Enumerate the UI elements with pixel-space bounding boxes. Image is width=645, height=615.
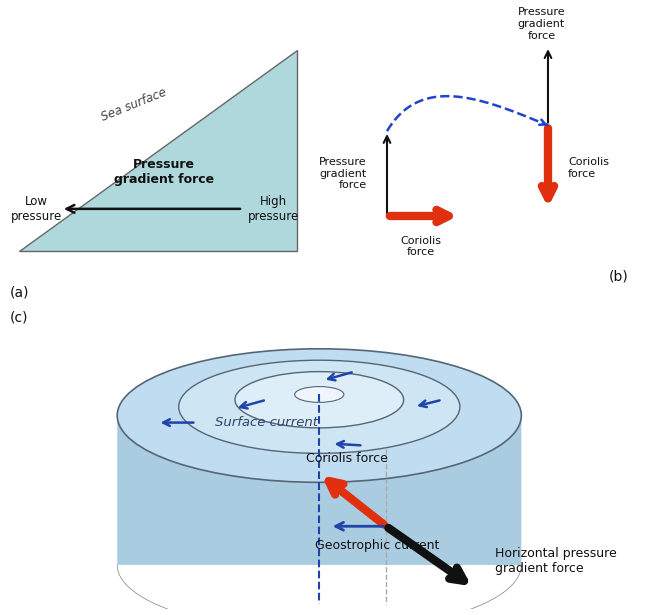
Text: Coriolis
force: Coriolis force [568, 157, 609, 179]
Ellipse shape [295, 387, 344, 402]
Text: (c): (c) [10, 311, 28, 325]
Text: High
pressure: High pressure [248, 195, 299, 223]
Text: (a): (a) [10, 286, 29, 300]
Text: Pressure
gradient force: Pressure gradient force [114, 158, 214, 186]
Text: Coriolis force: Coriolis force [306, 452, 388, 465]
Polygon shape [19, 50, 297, 251]
Text: Surface current: Surface current [215, 416, 318, 429]
Text: Low
pressure: Low pressure [11, 195, 63, 223]
Text: (b): (b) [609, 270, 628, 284]
Text: Horizontal pressure
gradient force: Horizontal pressure gradient force [495, 547, 617, 576]
Ellipse shape [179, 360, 460, 453]
Polygon shape [117, 416, 521, 565]
Text: Geostrophic current: Geostrophic current [315, 539, 439, 552]
Text: Coriolis
force: Coriolis force [400, 236, 441, 258]
Text: Sea surface: Sea surface [99, 86, 168, 124]
Text: Pressure
gradient
force: Pressure gradient force [517, 7, 565, 41]
Ellipse shape [235, 371, 404, 428]
Text: Pressure
gradient
force: Pressure gradient force [319, 157, 367, 190]
Ellipse shape [117, 349, 521, 482]
